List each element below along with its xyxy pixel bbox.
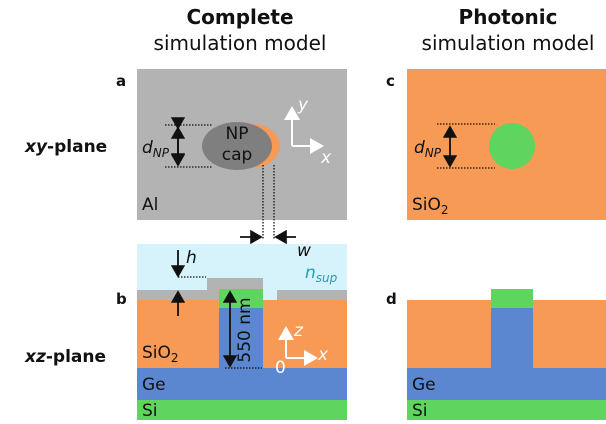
width-label: w [297,241,311,261]
text-part: n [305,263,316,283]
panel-a: NP cap dNP y x Al [137,69,347,240]
panel-label: b [116,290,127,308]
figure: Complete simulation model Photonic simul… [0,0,606,424]
text-part: sup [316,271,338,285]
layer-label: Ge [412,375,436,395]
height-value: 550 nm [235,297,255,362]
layer-label: Si [412,401,428,421]
text-part: SiO [412,195,441,215]
panel-label: a [116,72,126,90]
text-part: d [142,138,153,158]
text-part: -plane [46,347,106,367]
material-label: Al [142,195,158,215]
text-part: SiO [142,343,171,363]
text-part: xy [24,137,48,157]
origin-label: 0 [275,358,286,378]
text-part: 2 [441,203,449,217]
particle-label: NP [226,124,249,144]
axis-label: x [320,148,332,168]
axis-label: x [317,345,329,365]
text-part: d [414,138,425,158]
height-label: h [186,248,197,268]
particle-label: cap [222,145,253,165]
panel-d: Ge Si [407,289,606,421]
text-part: 2 [171,351,179,365]
row-label: xy-plane [24,137,107,157]
panel-b: w h nsup 550 nm z x 0 SiO2 Ge Si [137,237,347,421]
panel-label: c [386,72,395,90]
row-label: xz-plane [24,347,106,367]
column-title: Complete [186,5,293,29]
panel-label: d [386,290,397,308]
layer-label: Ge [142,375,166,395]
panel-c: dNP SiO2 [407,69,606,220]
column-subtitle: simulation model [154,31,327,55]
text-part: NP [425,146,442,160]
column-subtitle: simulation model [422,31,595,55]
axis-label: y [297,95,309,115]
text-part: NP [153,146,170,160]
axis-label: z [293,321,304,341]
column-title: Photonic [459,5,558,29]
text-part: xz [24,347,46,367]
text-part: -plane [47,137,107,157]
layer-label: Si [142,401,158,421]
